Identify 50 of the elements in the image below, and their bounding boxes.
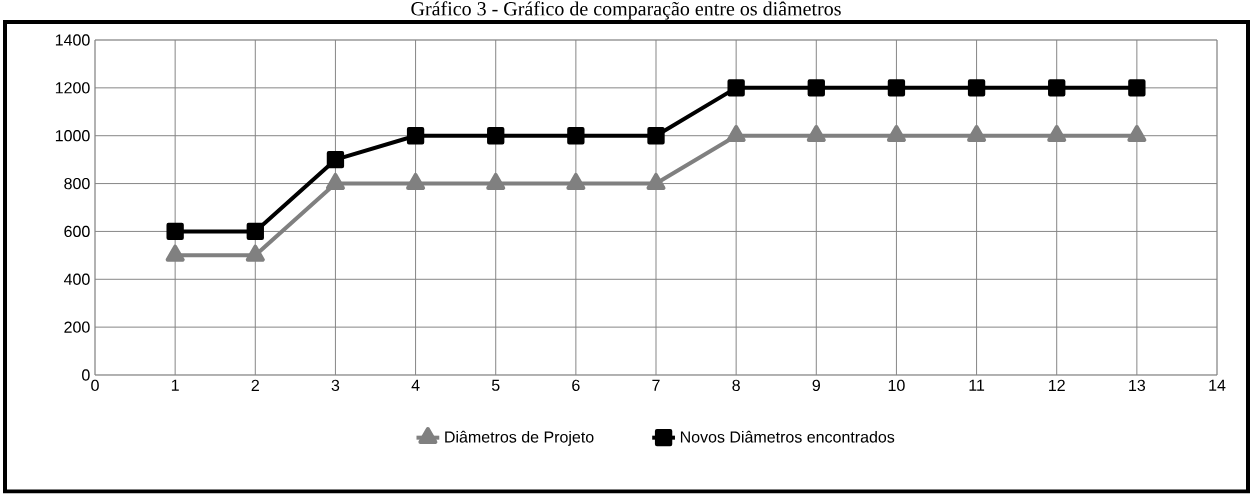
point <box>325 173 345 191</box>
point <box>406 127 425 145</box>
y-tick-label: 1200 <box>55 82 90 94</box>
x-tick-label: 9 <box>812 379 820 392</box>
x-tick-label: 1 <box>171 379 179 391</box>
point <box>406 173 426 191</box>
point <box>806 125 826 143</box>
chart-title: Gráfico 3 - Gráfico de comparação entre os diâmetros <box>411 1 841 20</box>
point <box>1048 79 1066 97</box>
point <box>886 125 906 143</box>
point <box>486 173 506 191</box>
point <box>566 173 586 191</box>
x-tick-label: 10 <box>888 379 905 392</box>
point <box>646 173 666 191</box>
y-tick-label: 1000 <box>55 130 90 142</box>
y-tick-label: 400 <box>63 273 90 286</box>
point <box>165 244 185 262</box>
point <box>487 127 505 145</box>
y-tick-label: 200 <box>64 321 90 334</box>
x-tick-label: 12 <box>1049 379 1065 392</box>
x-tick-label: 7 <box>652 379 660 391</box>
point <box>727 79 745 97</box>
point <box>647 127 665 145</box>
point <box>245 244 265 262</box>
point <box>887 79 906 97</box>
x-tick-label: 11 <box>969 379 985 391</box>
x-tick-label: 4 <box>411 379 420 391</box>
point <box>326 151 345 169</box>
point <box>567 127 585 145</box>
point <box>967 79 986 97</box>
x-tick-label: 8 <box>732 379 740 392</box>
y-tick-label: 800 <box>64 178 90 190</box>
point <box>807 79 825 97</box>
x-tick-label: 0 <box>91 379 99 392</box>
legend-label: Novos Diâmetros encontrados <box>680 431 895 443</box>
legend-label: Diâmetros de Projeto <box>445 431 594 447</box>
x-tick-label: 13 <box>1129 379 1146 392</box>
point <box>967 125 987 143</box>
point <box>1128 79 1146 97</box>
y-tick-label: 600 <box>64 226 90 238</box>
y-tick-label: 1400 <box>55 34 90 46</box>
x-tick-label: 3 <box>331 379 340 392</box>
point <box>1047 125 1067 143</box>
y-tick-label: 0 <box>82 369 90 381</box>
x-tick-label: 14 <box>1209 379 1226 391</box>
x-tick-label: 2 <box>251 379 259 392</box>
point <box>726 125 746 143</box>
point <box>1127 125 1147 143</box>
x-tick-label: 6 <box>572 379 580 392</box>
x-tick-label: 5 <box>491 379 500 392</box>
